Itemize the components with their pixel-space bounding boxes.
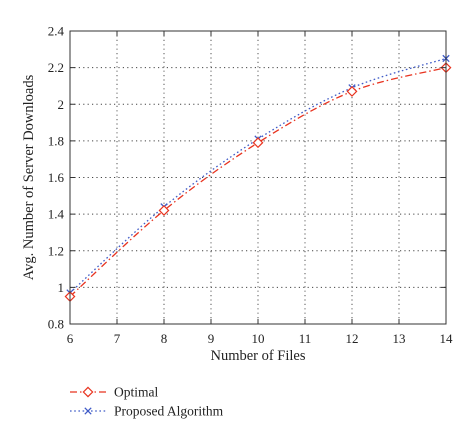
x-tick-label: 12 <box>346 331 359 346</box>
y-tick-label: 1.4 <box>48 207 65 222</box>
x-tick-label: 10 <box>252 331 265 346</box>
marker-x-stroke <box>84 407 92 415</box>
y-tick-label: 1 <box>58 280 65 295</box>
legend-item: Proposed Algorithm <box>70 404 224 419</box>
x-tick-label: 14 <box>440 331 454 346</box>
legend-label: Proposed Algorithm <box>114 404 224 419</box>
axis-ticks: 6 7 8 9 10 11 12 13 14 0.8 1 1.2 1.4 1.6 1.8 2 2.2 2.4 <box>48 24 453 347</box>
y-tick-label: 1.2 <box>48 243 64 258</box>
grid-lines <box>70 31 446 324</box>
y-tick-label: 0.8 <box>48 317 64 332</box>
series-line <box>69 57 447 294</box>
y-tick-label: 2.2 <box>48 60 64 75</box>
x-tick-label: 9 <box>208 331 215 346</box>
data-point-marker <box>252 137 264 149</box>
plot-frame <box>69 30 447 325</box>
y-axis-title: Avg. Number of Server Downloads <box>21 74 37 280</box>
legend-label: Optimal <box>114 385 158 400</box>
y-tick-label: 2 <box>58 97 65 112</box>
x-axis-title: Number of Files <box>210 348 305 364</box>
x-tick-label: 13 <box>393 331 406 346</box>
x-tick-label: 8 <box>161 331 168 346</box>
data-point-marker <box>346 85 358 97</box>
data-point-marker <box>158 205 170 216</box>
legend-marker <box>82 386 94 398</box>
x-tick-label: 11 <box>299 331 312 346</box>
y-tick-label: 1.6 <box>48 170 65 185</box>
x-tick-label: 6 <box>67 331 74 346</box>
series-optimal <box>64 62 452 302</box>
legend-marker <box>84 407 92 415</box>
x-tick-label: 7 <box>114 331 121 346</box>
legend-item: Optimal <box>70 385 158 400</box>
y-tick-label: 2.4 <box>48 24 65 39</box>
y-tick-label: 1.8 <box>48 133 64 148</box>
legend: Optimal Proposed Algorithm <box>70 385 224 419</box>
